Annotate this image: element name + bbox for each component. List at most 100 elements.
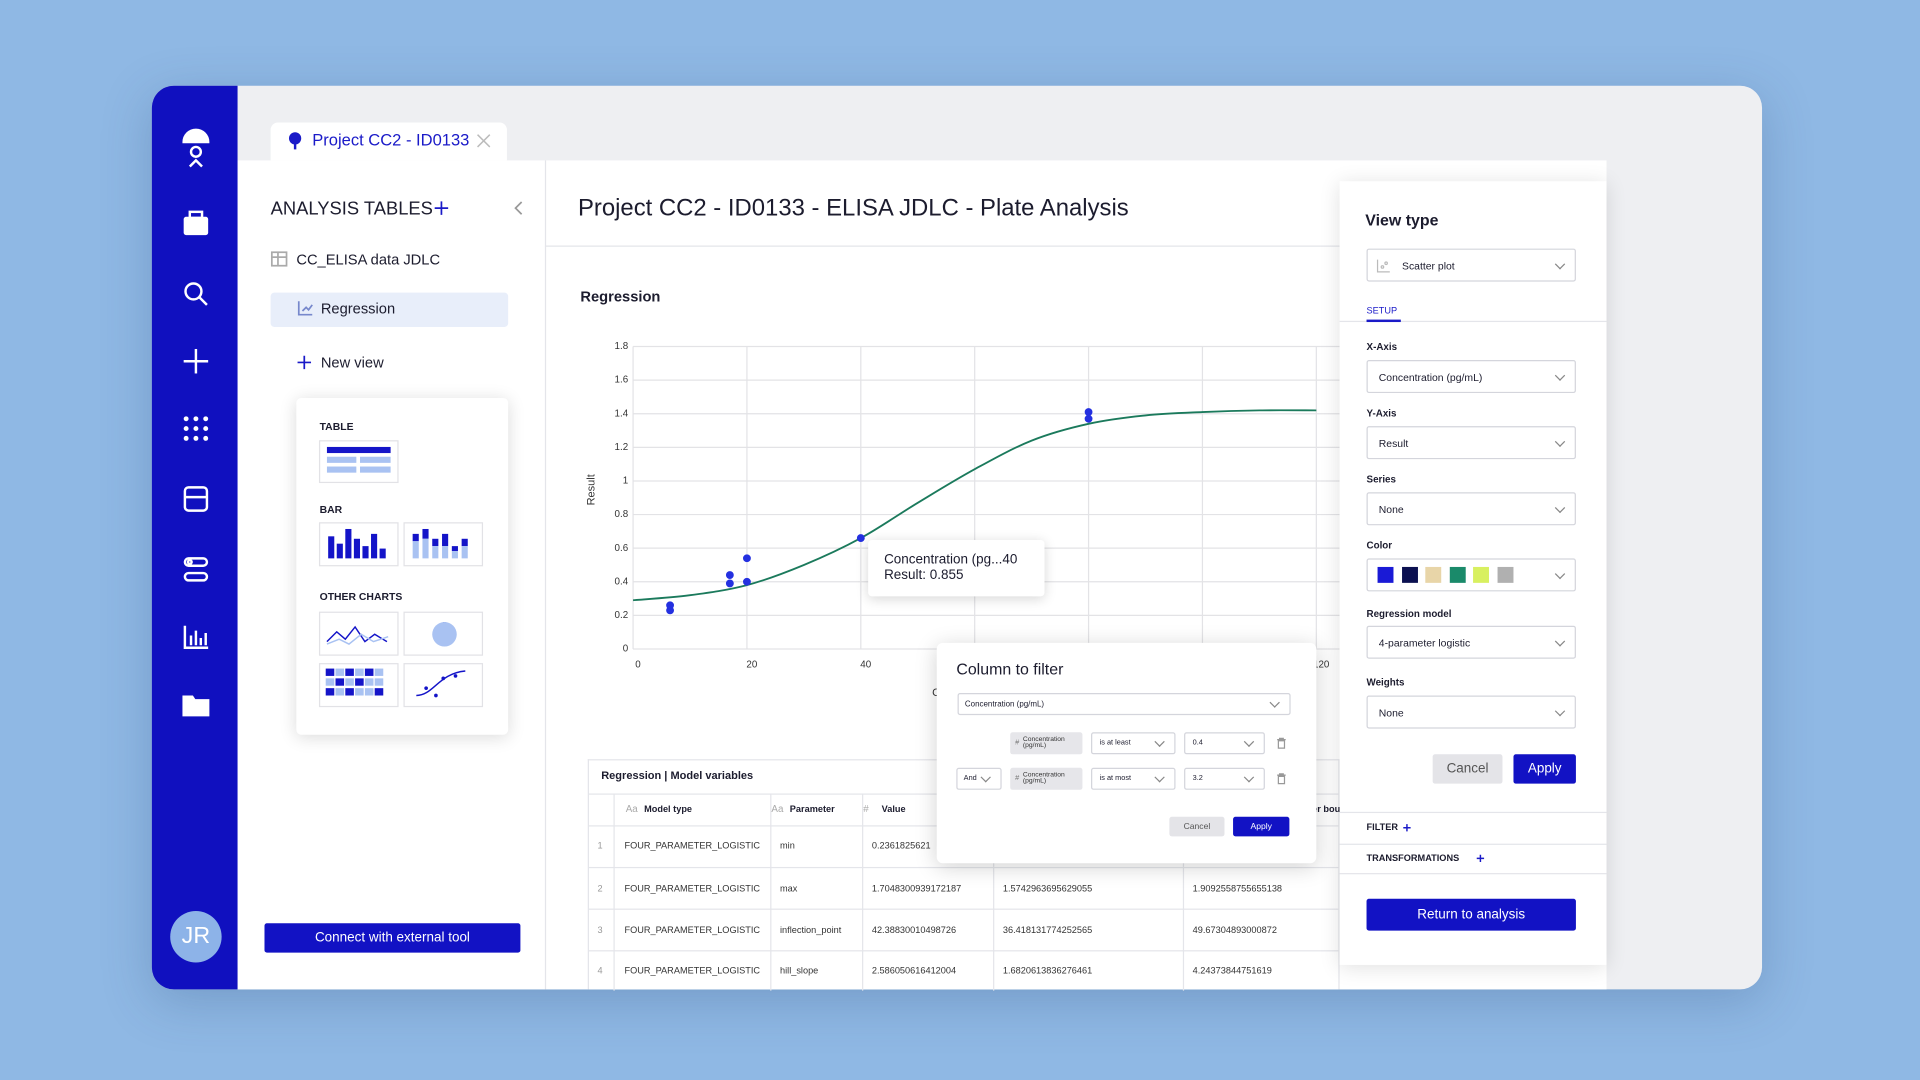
col-line — [770, 793, 772, 991]
color-swatch — [1377, 566, 1394, 583]
selected-item-bg — [270, 292, 509, 327]
flow-icon — [183, 557, 209, 582]
color-swatch — [1449, 566, 1466, 583]
point — [725, 571, 734, 579]
column-header: Model type — [644, 803, 693, 815]
chart-title: Regression — [580, 289, 660, 305]
logo — [182, 128, 210, 168]
avatar[interactable]: JR — [170, 911, 222, 963]
transformations-section[interactable]: TRANSFORMATIONS — [1366, 852, 1460, 864]
point — [725, 579, 734, 588]
filter-dialog: Column to filter Concentration (pg/mL) A… — [936, 642, 1317, 864]
return-button[interactable]: Return to analysis — [1366, 898, 1576, 931]
settings-panel: View type Scatter plot SETUP Cancel Appl… — [1339, 181, 1607, 965]
dialog-apply[interactable]: Apply — [1233, 816, 1290, 837]
field-label: Series — [1366, 473, 1396, 485]
row-number: 1 — [597, 840, 603, 852]
row-line — [588, 866, 1339, 869]
field-select[interactable]: None — [1366, 492, 1576, 526]
dialog-cancel[interactable]: Cancel — [1169, 816, 1225, 837]
row-line — [588, 950, 1339, 952]
gallery-section: TABLE — [319, 420, 354, 433]
y-tick-label: 0.8 — [615, 509, 629, 520]
tab[interactable] — [270, 122, 507, 161]
point — [856, 534, 865, 543]
tab-title[interactable]: Project CC2 - ID0133 — [312, 131, 470, 150]
regression-item[interactable]: Regression — [320, 300, 396, 318]
delete-icon[interactable] — [1276, 773, 1287, 785]
row-number: 4 — [597, 964, 603, 976]
col-line — [1182, 793, 1185, 991]
cell: FOUR_PARAMETER_LOGISTIC — [624, 840, 761, 852]
value-input[interactable]: 0.4 — [1184, 732, 1265, 755]
cell: max — [780, 882, 798, 894]
add-icon — [183, 348, 209, 374]
field-select[interactable] — [1366, 558, 1576, 592]
delete-icon[interactable] — [1276, 737, 1287, 749]
color-swatch — [1425, 566, 1442, 583]
section-line — [1339, 873, 1607, 875]
y-tick-label: 1.2 — [615, 442, 629, 453]
field-select[interactable]: 4-parameter logistic — [1366, 625, 1576, 659]
scatter-icon — [1376, 259, 1390, 273]
operator-select[interactable]: is at least — [1091, 732, 1176, 755]
field-label: Regression model — [1366, 608, 1452, 620]
chip-icon: # — [1015, 775, 1020, 783]
field-label: Color — [1366, 540, 1393, 552]
tooltip — [868, 540, 1045, 597]
field-select[interactable]: None — [1366, 695, 1576, 729]
panel-cancel[interactable]: Cancel — [1432, 754, 1503, 784]
setup-tab[interactable]: SETUP — [1366, 304, 1398, 316]
new-view[interactable]: New view — [320, 353, 384, 372]
y-axis-label: Result — [585, 474, 597, 505]
col-line — [613, 793, 615, 991]
y-tick-label: 1.4 — [615, 408, 629, 419]
tooltip-line: Concentration (pg...40 — [884, 552, 1018, 567]
y-tick-label: 0.6 — [615, 543, 629, 554]
point — [743, 577, 751, 586]
filter-section[interactable]: FILTER — [1366, 821, 1399, 833]
chip-icon: # — [1015, 739, 1020, 747]
briefcase-icon — [183, 210, 209, 236]
view-type-label: View type — [1365, 210, 1439, 229]
y-tick-label: 1.6 — [615, 375, 629, 386]
color-swatch — [1497, 566, 1514, 583]
operator-select[interactable]: is at most — [1091, 767, 1176, 790]
cell: 49.67304893000872 — [1192, 924, 1277, 936]
cell: 4.24373844751619 — [1192, 964, 1272, 976]
y-tick-label: 0.4 — [615, 576, 629, 587]
table-item[interactable]: CC_ELISA data JDLC — [296, 251, 441, 269]
column-select[interactable]: Concentration (pg/mL) — [957, 693, 1291, 716]
col-line — [862, 793, 864, 991]
row-number: 3 — [597, 924, 603, 936]
field-label: Y-Axis — [1366, 407, 1397, 419]
view-type-select[interactable]: Scatter plot — [1366, 248, 1576, 282]
field-chip: # Concentration (pg/mL) — [1010, 767, 1083, 790]
layout-icon — [183, 486, 209, 512]
search-icon — [184, 282, 208, 306]
field-chip: # Concentration (pg/mL) — [1010, 732, 1083, 755]
x-tick-label: 20 — [746, 659, 757, 670]
cell: FOUR_PARAMETER_LOGISTIC — [624, 964, 761, 976]
cell: inflection_point — [780, 924, 842, 936]
panel-divider — [544, 160, 547, 990]
column-icon: # — [863, 803, 869, 815]
x-tick-label: 120 — [1313, 659, 1330, 670]
value-input[interactable]: 3.2 — [1184, 767, 1265, 790]
field-select[interactable]: Concentration (pg/mL) — [1366, 360, 1576, 394]
apps-icon — [183, 416, 209, 441]
panel-apply[interactable]: Apply — [1513, 754, 1576, 784]
column-icon: Aa — [771, 803, 784, 815]
column-header: Upper bound — [1294, 803, 1352, 815]
sidebar — [151, 85, 238, 990]
point — [666, 601, 674, 610]
chart-icon — [183, 625, 209, 649]
connect-button[interactable]: Connect with external tool — [264, 923, 521, 953]
field-select[interactable]: Result — [1366, 426, 1576, 460]
joiner-select[interactable]: And — [956, 767, 1002, 790]
gallery-thumbnails[interactable] — [0, 0, 514, 735]
field-label: X-Axis — [1366, 341, 1398, 353]
cell: 0.2361825621 — [871, 840, 931, 852]
